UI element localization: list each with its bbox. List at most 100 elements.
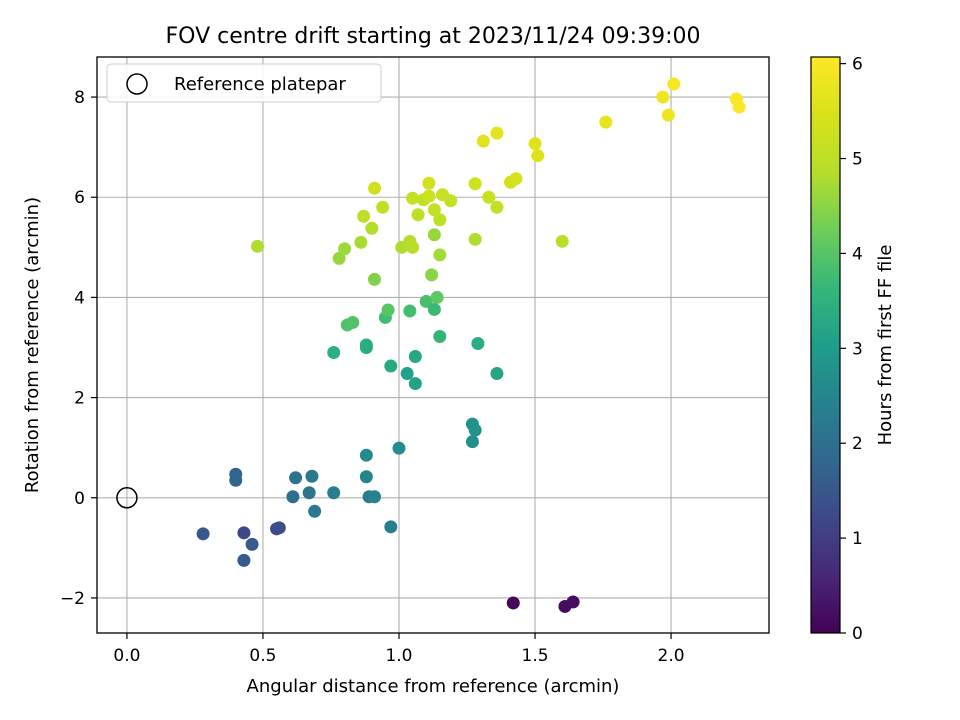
scatter-point	[406, 240, 420, 254]
scatter-point	[509, 172, 523, 186]
scatter-point	[354, 235, 368, 249]
scatter-point	[482, 190, 496, 204]
scatter-point	[468, 177, 482, 191]
scatter-point	[465, 435, 479, 449]
scatter-point	[419, 294, 433, 308]
scatter-point	[555, 234, 569, 248]
scatter-point	[430, 290, 444, 304]
y-tick-label: 6	[74, 188, 85, 208]
scatter-point	[237, 553, 251, 567]
scatter-point	[392, 441, 406, 455]
scatter-point	[468, 423, 482, 437]
scatter-point	[444, 194, 458, 208]
scatter-point	[305, 469, 319, 483]
chart-title: FOV centre drift starting at 2023/11/24 …	[166, 24, 701, 49]
scatter-point	[384, 520, 398, 534]
y-tick-label: 0	[74, 489, 85, 509]
scatter-point	[656, 90, 670, 104]
y-tick-label: 8	[74, 88, 85, 108]
legend: Reference platepar	[106, 63, 382, 103]
plot-area: 0.0 0.5 1.0 1.5 2.0 −2 0 2 4 6 8	[60, 56, 770, 666]
scatter-point	[384, 359, 398, 373]
scatter-point	[506, 596, 520, 610]
scatter-point	[468, 232, 482, 246]
colorbar-tick-label: 4	[852, 244, 863, 264]
colorbar-tick-label: 6	[852, 55, 863, 75]
scatter-point	[308, 504, 322, 518]
reference-marker-layer	[116, 487, 138, 509]
scatter-point	[376, 200, 390, 214]
colorbar-tick-label: 0	[852, 624, 863, 644]
plot-background	[97, 57, 769, 633]
scatter-point	[368, 490, 382, 504]
reference-platepar-marker	[116, 487, 138, 509]
scatter-point	[422, 176, 436, 190]
scatter-point	[490, 200, 504, 214]
scatter-point	[667, 77, 681, 91]
x-axis-ticks: 0.0 0.5 1.0 1.5 2.0	[113, 633, 685, 666]
plot-frame	[96, 56, 770, 634]
scatter-point	[245, 537, 259, 551]
y-axis-label: Rotation from reference (arcmin)	[22, 197, 43, 493]
colorbar-tick-label: 1	[852, 529, 863, 549]
scatter-point	[346, 315, 360, 329]
scatter-point	[270, 522, 284, 536]
scatter-point	[408, 377, 422, 391]
legend-open-circle-marker	[126, 73, 148, 95]
scatter-point	[433, 329, 447, 343]
scatter-point	[425, 268, 439, 282]
scatter-point	[359, 448, 373, 462]
scatter-point	[359, 470, 373, 484]
x-tick-label: 1.5	[522, 646, 549, 666]
scatter-point	[427, 228, 441, 242]
legend-label: Reference platepar	[174, 74, 346, 95]
scatter-point	[411, 208, 425, 222]
x-tick-label: 0.0	[113, 646, 140, 666]
colorbar-tick-label: 3	[852, 339, 863, 359]
scatter-point	[357, 209, 371, 223]
colorbar-label: Hours from first FF file	[875, 245, 896, 446]
scatter-point	[251, 239, 265, 253]
x-tick-label: 1.0	[385, 646, 412, 666]
legend-box	[106, 63, 382, 103]
scatter-point	[286, 490, 300, 504]
scatter-point	[433, 213, 447, 227]
scatter-point	[408, 350, 422, 364]
colorbar-tick-label: 2	[852, 434, 863, 454]
scatter-point	[237, 526, 251, 540]
y-axis-ticks: −2 0 2 4 6 8	[60, 88, 97, 609]
x-axis-label: Angular distance from reference (arcmin)	[247, 676, 620, 697]
scatter-point	[327, 346, 341, 360]
scatter-point	[289, 471, 303, 485]
scatter-point	[406, 191, 420, 205]
colorbar: 0 1 2 3 4 5 6 Hours from first FF file	[810, 55, 896, 644]
colorbar-ticks: 0 1 2 3 4 5 6	[840, 55, 863, 644]
scatter-point	[365, 221, 379, 235]
scatter-point	[566, 595, 580, 609]
scatter-point	[661, 108, 675, 122]
scatter-point	[381, 303, 395, 317]
scatter-point	[368, 181, 382, 195]
scatter-point	[599, 115, 613, 129]
scatter-point	[229, 473, 243, 487]
scatter-point	[476, 134, 490, 148]
scatter-point	[531, 149, 545, 163]
scatter-point	[327, 486, 341, 500]
scatter-point	[302, 486, 316, 500]
scatter-point	[732, 100, 746, 114]
scatter-point	[359, 341, 373, 355]
scatter-point	[490, 126, 504, 140]
scatter-point	[433, 248, 447, 262]
scatter-point	[338, 242, 352, 256]
scatter-point	[427, 203, 441, 217]
scatter-point	[332, 251, 346, 265]
scatter-point	[196, 527, 210, 541]
scatter-point	[490, 367, 504, 381]
y-tick-label: −2	[60, 589, 85, 609]
y-tick-label: 2	[74, 389, 85, 409]
y-tick-label: 4	[74, 288, 85, 308]
scatter-point	[368, 272, 382, 286]
x-tick-label: 0.5	[249, 646, 276, 666]
scatter-point	[528, 137, 542, 151]
